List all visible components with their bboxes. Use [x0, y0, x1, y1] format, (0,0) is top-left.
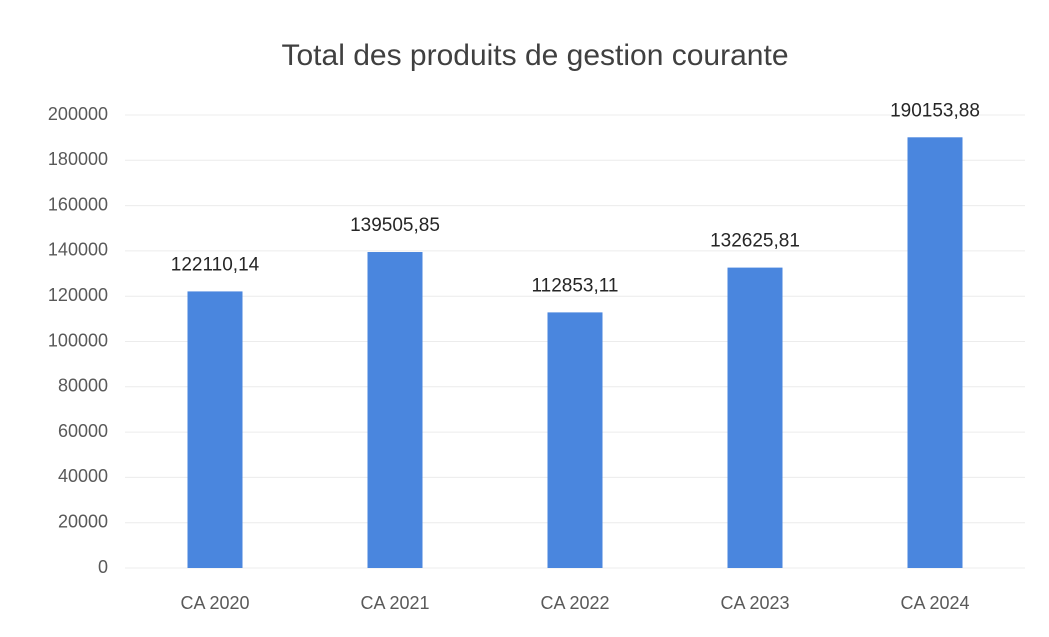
value-label: 139505,85 [350, 215, 440, 236]
bar [187, 291, 243, 568]
y-tick-label: 40000 [58, 466, 108, 486]
bar [367, 252, 423, 568]
value-label: 122110,14 [171, 254, 260, 275]
y-tick-label: 0 [98, 557, 108, 577]
value-label: 190153,88 [890, 100, 980, 121]
y-tick-label: 120000 [48, 285, 108, 305]
y-tick-label: 100000 [48, 330, 108, 350]
bar [727, 267, 783, 568]
x-tick-label: CA 2024 [900, 593, 969, 613]
y-tick-label: 160000 [48, 194, 108, 214]
y-tick-label: 60000 [58, 421, 108, 441]
x-tick-label: CA 2022 [540, 593, 609, 613]
bar [547, 312, 603, 568]
value-label: 132625,81 [710, 231, 800, 252]
chart-title: Total des produits de gestion courante [282, 39, 789, 72]
x-tick-label: CA 2020 [180, 593, 249, 613]
bar [907, 137, 963, 569]
y-tick-label: 200000 [48, 104, 108, 124]
y-tick-label: 180000 [48, 149, 108, 169]
x-tick-label: CA 2023 [720, 593, 789, 613]
x-tick-label: CA 2021 [360, 593, 429, 613]
y-tick-label: 140000 [48, 240, 108, 260]
y-tick-label: 20000 [58, 511, 108, 531]
y-tick-label: 80000 [58, 376, 108, 396]
value-label: 112853,11 [532, 275, 619, 296]
